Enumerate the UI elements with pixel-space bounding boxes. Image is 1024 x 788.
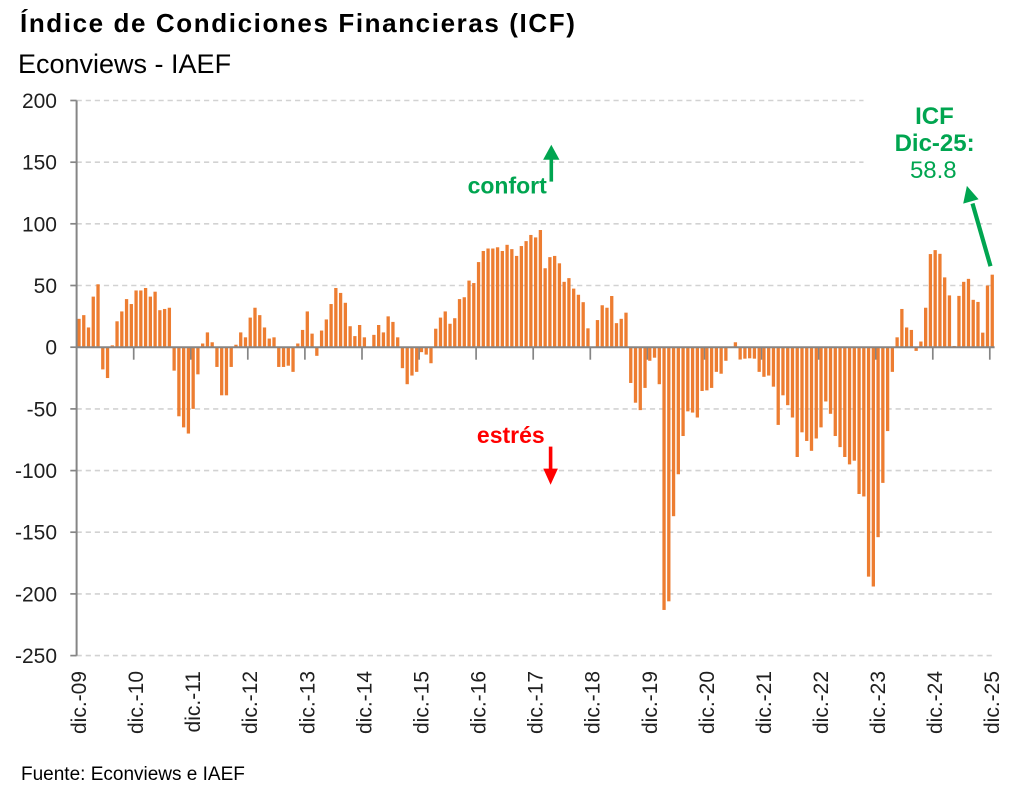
- svg-text:100: 100: [22, 213, 57, 236]
- svg-text:dic.-25: dic.-25: [981, 671, 1004, 734]
- svg-text:58.8: 58.8: [910, 157, 957, 184]
- svg-text:dic.-10: dic.-10: [125, 671, 148, 734]
- svg-text:200: 200: [22, 90, 57, 113]
- svg-text:-200: -200: [15, 583, 57, 606]
- svg-text:dic.-18: dic.-18: [582, 671, 605, 734]
- svg-text:dic.-14: dic.-14: [353, 671, 376, 734]
- svg-text:-100: -100: [15, 460, 57, 483]
- svg-text:dic.-11: dic.-11: [182, 671, 205, 732]
- svg-text:-250: -250: [15, 645, 57, 668]
- svg-text:dic.-12: dic.-12: [239, 671, 262, 734]
- svg-text:estrés: estrés: [477, 422, 545, 448]
- svg-text:dic.-24: dic.-24: [924, 671, 947, 734]
- svg-text:Dic-25:: Dic-25:: [895, 130, 975, 157]
- svg-text:dic.-20: dic.-20: [696, 671, 719, 734]
- svg-text:50: 50: [34, 275, 57, 298]
- svg-text:dic.-16: dic.-16: [468, 671, 491, 734]
- svg-text:ICF: ICF: [915, 103, 954, 130]
- svg-text:dic.-22: dic.-22: [810, 671, 833, 734]
- svg-text:-150: -150: [15, 522, 57, 545]
- svg-text:dic.-21: dic.-21: [753, 671, 776, 734]
- svg-text:dic.-19: dic.-19: [639, 671, 662, 734]
- svg-text:dic.-09: dic.-09: [68, 671, 91, 734]
- svg-text:dic.-23: dic.-23: [867, 671, 890, 734]
- svg-text:0: 0: [45, 337, 57, 360]
- svg-text:confort: confort: [468, 173, 548, 199]
- svg-text:dic.-17: dic.-17: [525, 671, 548, 734]
- svg-text:dic.-15: dic.-15: [411, 671, 434, 734]
- svg-text:-50: -50: [27, 398, 57, 421]
- svg-text:150: 150: [22, 152, 57, 175]
- svg-text:dic.-13: dic.-13: [296, 671, 319, 734]
